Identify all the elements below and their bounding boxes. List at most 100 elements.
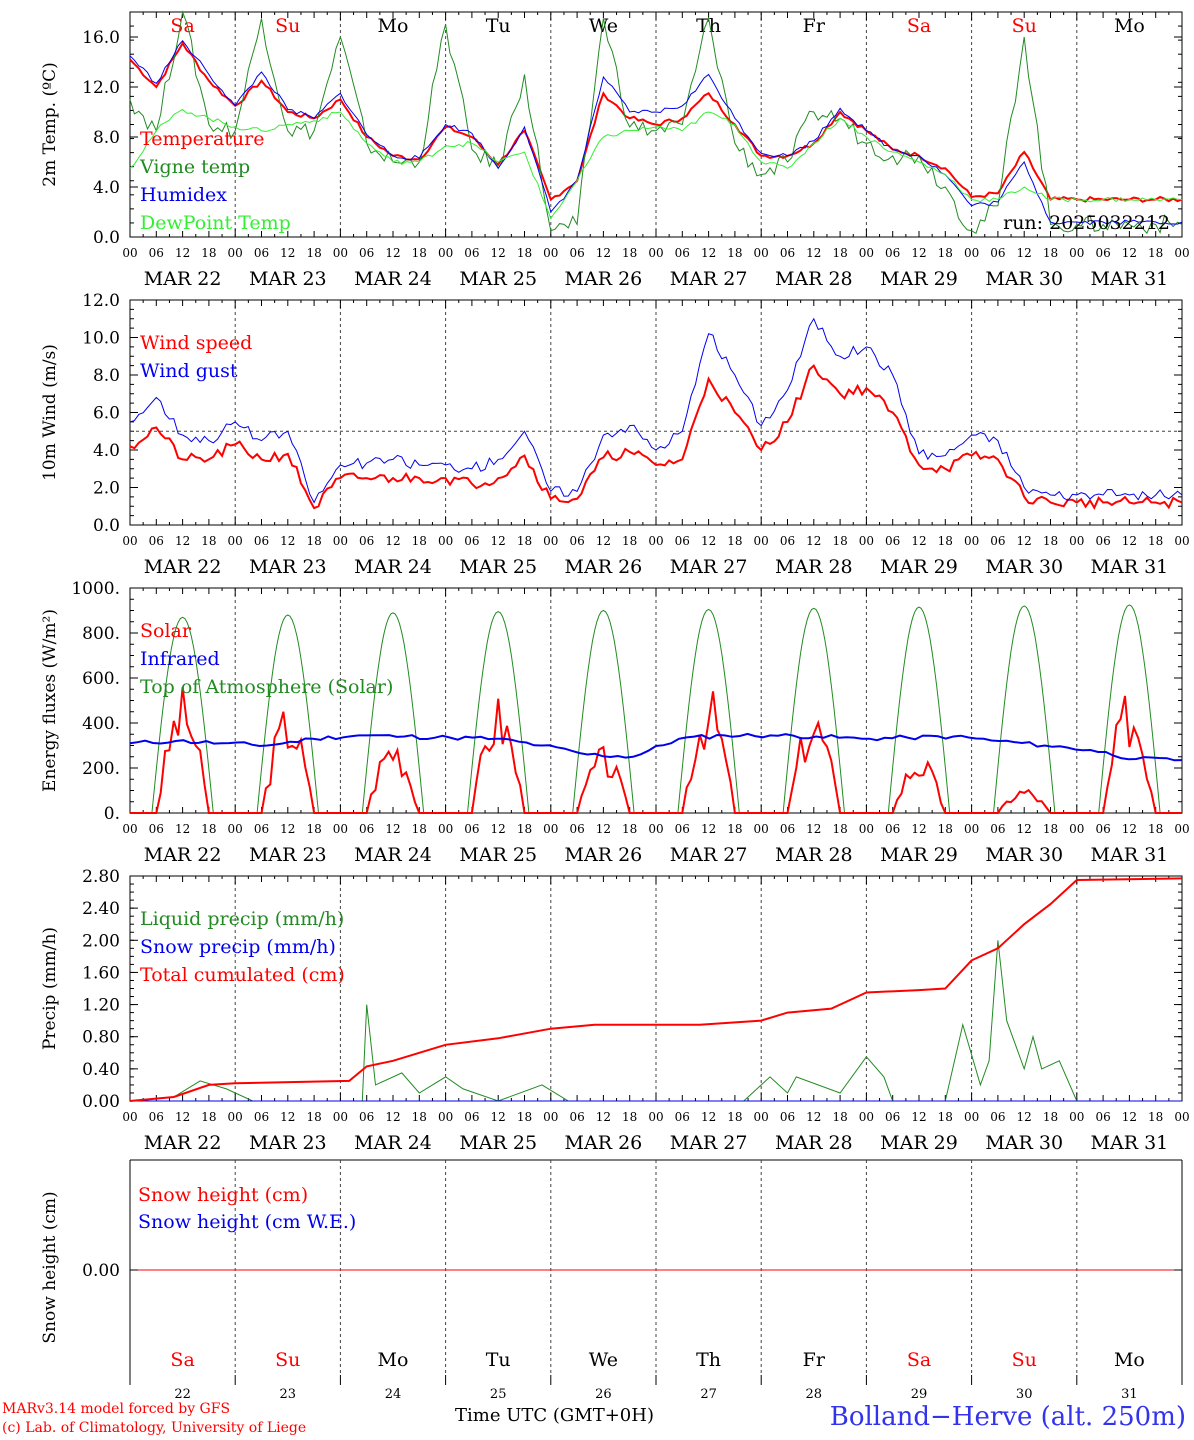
date-label: MAR 25 <box>459 268 537 290</box>
hour-label: 00 <box>438 534 453 548</box>
hour-label: 06 <box>885 1110 900 1124</box>
y-tick-label: 10.0 <box>82 329 120 349</box>
hour-label: 00 <box>438 246 453 260</box>
hour-label: 12 <box>911 246 926 260</box>
date-label: MAR 30 <box>985 268 1063 290</box>
hour-label: 18 <box>1043 246 1058 260</box>
hour-label: 12 <box>385 1110 400 1124</box>
hour-label: 12 <box>491 534 506 548</box>
hour-label: 12 <box>596 246 611 260</box>
date-label: MAR 23 <box>249 556 327 578</box>
legend-entry: Wind gust <box>140 360 238 382</box>
hour-label: 00 <box>122 246 137 260</box>
hour-label: 06 <box>359 534 374 548</box>
hour-label: 18 <box>201 1110 216 1124</box>
weekday-label: Sa <box>170 15 194 37</box>
weekday-label: Fr <box>803 15 826 37</box>
hour-label: 18 <box>938 822 953 836</box>
series-line <box>129 877 1183 1102</box>
hour-label: 00 <box>754 246 769 260</box>
date-label: MAR 30 <box>985 1132 1063 1154</box>
hour-label: 18 <box>622 822 637 836</box>
hour-label: 18 <box>1043 1110 1058 1124</box>
y-axis-label: Energy fluxes (W/m²) <box>40 609 60 792</box>
hour-label: 18 <box>517 246 532 260</box>
weekday-label: Su <box>1012 1349 1037 1371</box>
hour-label: 12 <box>911 1110 926 1124</box>
hour-label: 18 <box>412 534 427 548</box>
series-line <box>130 687 1182 814</box>
hour-label: 18 <box>832 822 847 836</box>
hour-label: 06 <box>885 534 900 548</box>
hour-label: 00 <box>859 246 874 260</box>
hour-label: 06 <box>569 246 584 260</box>
hour-label: 00 <box>543 822 558 836</box>
hour-label: 12 <box>175 822 190 836</box>
date-label: MAR 24 <box>354 1132 432 1154</box>
hour-label: 12 <box>491 822 506 836</box>
weekday-label: Sa <box>907 1349 931 1371</box>
station-name: Bolland−Herve (alt. 250m) <box>829 1402 1186 1432</box>
hour-label: 12 <box>1017 1110 1032 1124</box>
hour-label: 06 <box>675 1110 690 1124</box>
weekday-label: Tu <box>486 1349 511 1371</box>
panel-4: 0.00 0.40 0.80 1.20 1.60 2.00 2.40 2.80 Precip (… <box>40 867 1190 1154</box>
hour-label: 12 <box>175 1110 190 1124</box>
series-line <box>129 108 1183 220</box>
hour-label: 06 <box>464 246 479 260</box>
hour-label: 18 <box>306 822 321 836</box>
hour-label: 18 <box>832 534 847 548</box>
hour-label: 12 <box>385 534 400 548</box>
weekday-label: We <box>589 1349 618 1371</box>
hour-label: 12 <box>280 822 295 836</box>
legend-entry: Temperature <box>140 128 264 150</box>
date-label: MAR 25 <box>459 844 537 866</box>
legend-entry: Snow height (cm) <box>138 1184 308 1206</box>
date-label: MAR 27 <box>670 844 748 866</box>
hour-label: 00 <box>228 246 243 260</box>
hour-label: 18 <box>517 822 532 836</box>
weekday-label: Su <box>275 1349 300 1371</box>
date-label: MAR 29 <box>880 1132 958 1154</box>
hour-label: 00 <box>648 822 663 836</box>
weekday-label: Tu <box>486 15 511 37</box>
date-label: MAR 30 <box>985 556 1063 578</box>
hour-label: 12 <box>1017 534 1032 548</box>
hour-label: 12 <box>806 246 821 260</box>
hour-label: 18 <box>622 246 637 260</box>
hour-label: 12 <box>280 246 295 260</box>
hour-label: 00 <box>333 822 348 836</box>
hour-label: 00 <box>1069 534 1084 548</box>
date-label: MAR 23 <box>249 844 327 866</box>
legend-entry: Liquid precip (mm/h) <box>140 908 344 930</box>
day-number: 29 <box>911 1387 928 1402</box>
date-label: MAR 24 <box>354 556 432 578</box>
date-label: MAR 29 <box>880 556 958 578</box>
hour-label: 00 <box>964 534 979 548</box>
date-label: MAR 28 <box>775 268 853 290</box>
day-number: 30 <box>1016 1387 1033 1402</box>
day-number: 24 <box>385 1387 402 1402</box>
y-tick-label: 0. <box>104 804 120 824</box>
hour-label: 06 <box>675 534 690 548</box>
hour-label: 06 <box>675 246 690 260</box>
hour-label: 06 <box>464 822 479 836</box>
y-tick-label: 12.0 <box>82 291 120 311</box>
hour-label: 18 <box>622 534 637 548</box>
y-tick-label: 1.20 <box>82 996 120 1016</box>
hour-label: 12 <box>1017 246 1032 260</box>
hour-label: 18 <box>1148 246 1163 260</box>
y-tick-label: 0.00 <box>82 1092 120 1112</box>
hour-label: 18 <box>727 822 742 836</box>
hour-label: 18 <box>306 534 321 548</box>
y-tick-label: 4.0 <box>93 178 120 198</box>
series-line <box>129 10 1183 235</box>
hour-label: 18 <box>832 1110 847 1124</box>
date-label: MAR 28 <box>775 556 853 578</box>
hour-label: 00 <box>438 822 453 836</box>
hour-label: 00 <box>964 1110 979 1124</box>
hour-label: 06 <box>569 822 584 836</box>
hour-label: 12 <box>280 534 295 548</box>
y-tick-label: 0.0 <box>93 516 120 536</box>
hour-label: 06 <box>359 822 374 836</box>
